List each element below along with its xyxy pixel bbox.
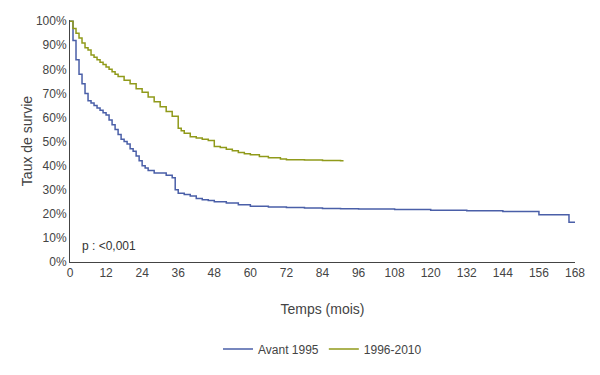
svg-text:p : <0,001: p : <0,001 xyxy=(82,239,136,253)
svg-text:Taux de survie: Taux de survie xyxy=(19,96,35,186)
svg-text:100%: 100% xyxy=(36,14,67,28)
svg-text:60: 60 xyxy=(244,266,258,280)
svg-text:36: 36 xyxy=(172,266,186,280)
svg-text:12: 12 xyxy=(99,266,113,280)
svg-text:40%: 40% xyxy=(43,159,67,173)
svg-text:156: 156 xyxy=(529,266,549,280)
svg-text:80%: 80% xyxy=(43,63,67,77)
svg-text:108: 108 xyxy=(385,266,405,280)
svg-text:20%: 20% xyxy=(43,207,67,221)
svg-text:Temps (mois): Temps (mois) xyxy=(280,301,364,317)
svg-text:60%: 60% xyxy=(43,111,67,125)
svg-text:144: 144 xyxy=(493,266,513,280)
svg-text:0%: 0% xyxy=(49,255,67,269)
svg-text:84: 84 xyxy=(316,266,330,280)
svg-text:0: 0 xyxy=(67,266,74,280)
svg-text:48: 48 xyxy=(208,266,222,280)
svg-text:1996-2010: 1996-2010 xyxy=(364,343,422,357)
svg-text:Avant 1995: Avant 1995 xyxy=(258,343,319,357)
svg-text:90%: 90% xyxy=(43,38,67,52)
svg-text:70%: 70% xyxy=(43,87,67,101)
svg-text:50%: 50% xyxy=(43,135,67,149)
svg-text:72: 72 xyxy=(280,266,294,280)
svg-text:24: 24 xyxy=(135,266,149,280)
svg-text:168: 168 xyxy=(565,266,585,280)
svg-text:30%: 30% xyxy=(43,183,67,197)
svg-text:96: 96 xyxy=(352,266,366,280)
svg-text:132: 132 xyxy=(457,266,477,280)
svg-text:120: 120 xyxy=(421,266,441,280)
svg-text:10%: 10% xyxy=(43,231,67,245)
